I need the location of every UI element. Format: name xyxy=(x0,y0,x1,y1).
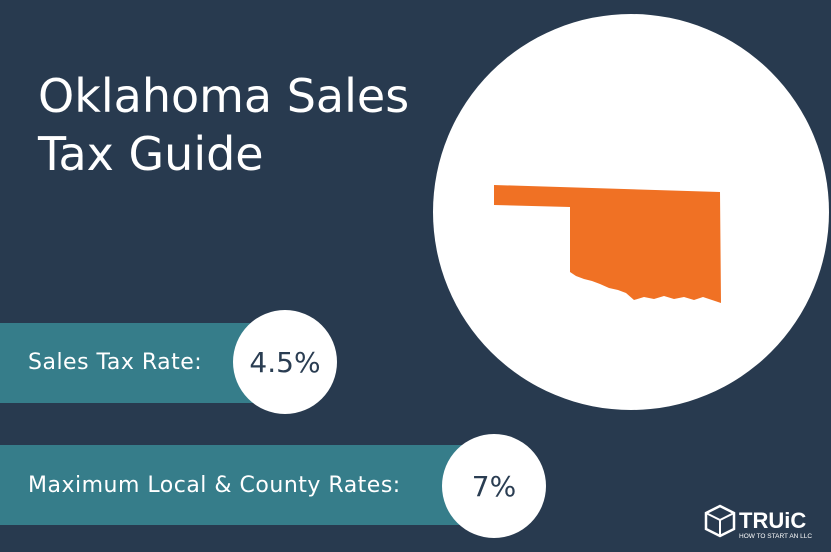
title-line: Oklahoma Sales xyxy=(38,69,409,123)
logo-name: TRUiC xyxy=(739,508,806,533)
rate-circle xyxy=(233,310,337,414)
logo-icon-edge xyxy=(719,512,735,521)
rate-value: 4.5% xyxy=(249,346,320,379)
rate-value: 7% xyxy=(472,470,516,503)
oklahoma-map xyxy=(494,185,721,303)
rate-bar xyxy=(0,445,490,525)
rate-circle xyxy=(442,434,546,538)
rate-label: Sales Tax Rate: xyxy=(28,350,202,375)
logo-icon-edge xyxy=(705,512,721,521)
logo: TRUiC HOW TO START AN LLC xyxy=(704,504,812,540)
logo-tagline: HOW TO START AN LLC xyxy=(739,533,812,540)
rate-label: Maximum Local & County Rates: xyxy=(28,473,401,498)
title-line: Tax Guide xyxy=(37,127,264,181)
